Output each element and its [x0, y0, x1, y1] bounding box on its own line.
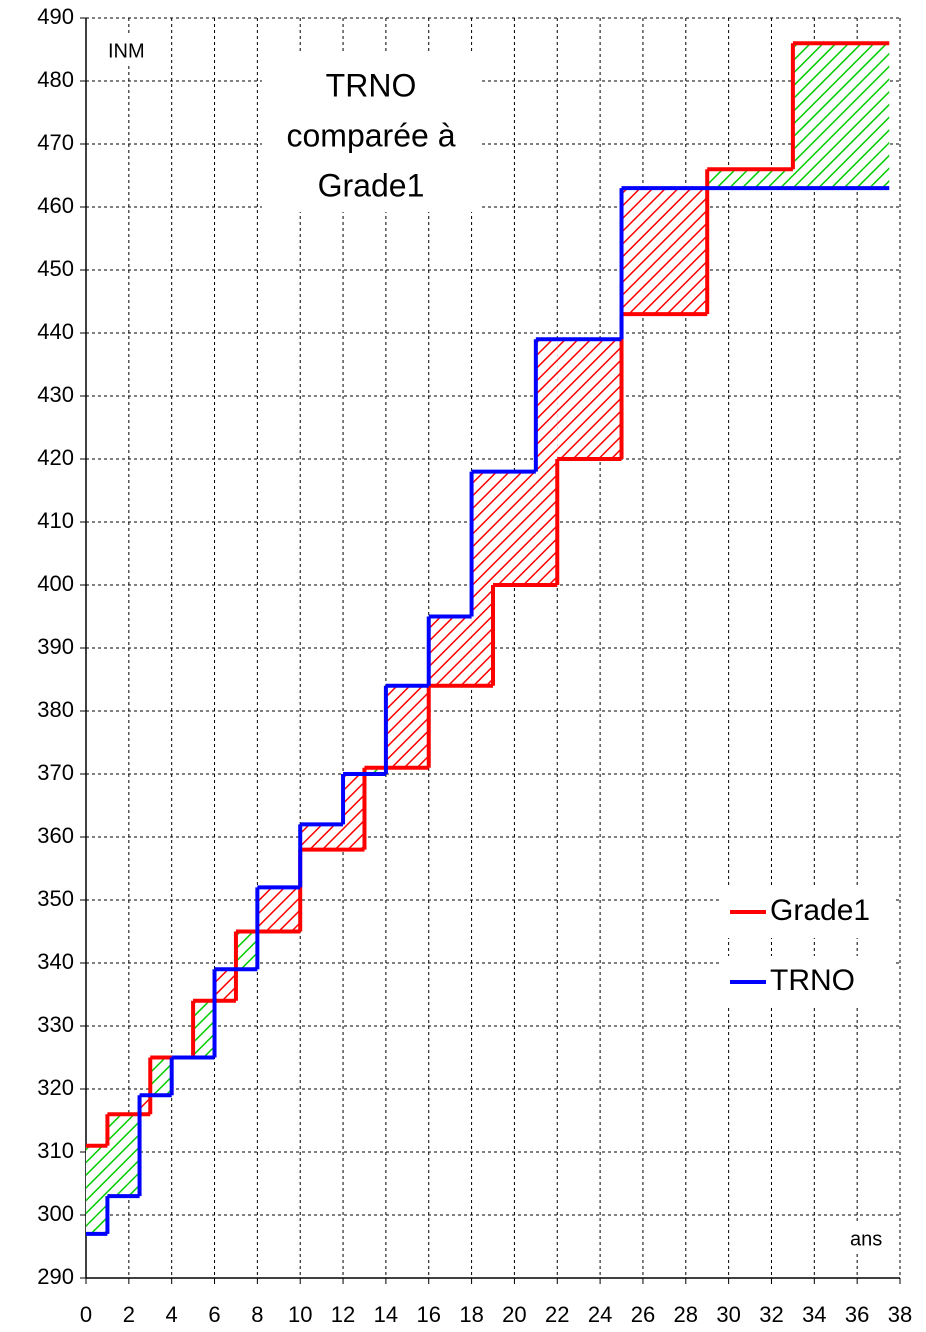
y-tick-label: 380 — [37, 697, 74, 722]
x-tick-label: 28 — [674, 1302, 698, 1327]
y-tick-label: 420 — [37, 445, 74, 470]
hatch-area — [107, 1114, 140, 1197]
x-tick-label: 30 — [716, 1302, 740, 1327]
y-tick-label: 340 — [37, 949, 74, 974]
y-tick-label: 490 — [37, 4, 74, 29]
x-tick-label: 38 — [888, 1302, 912, 1327]
hatch-area — [343, 774, 365, 850]
legend-label: Grade1 — [770, 894, 870, 927]
y-tick-label: 410 — [37, 508, 74, 533]
y-tick-label: 390 — [37, 634, 74, 659]
y-tick-label: 320 — [37, 1075, 74, 1100]
x-tick-label: 22 — [545, 1302, 569, 1327]
y-tick-label: 310 — [37, 1138, 74, 1163]
y-tick-label: 470 — [37, 130, 74, 155]
hatch-area — [235, 931, 258, 970]
y-tick-label: 370 — [37, 760, 74, 785]
x-tick-label: 16 — [416, 1302, 440, 1327]
x-tick-label: 14 — [374, 1302, 398, 1327]
legend-label: TRNO — [770, 964, 855, 997]
hatch-area — [707, 169, 793, 189]
y-tick-label: 480 — [37, 67, 74, 92]
hatch-area — [557, 339, 622, 459]
hatch-area — [193, 1000, 215, 1058]
y-tick-label: 440 — [37, 319, 74, 344]
x-tick-label: 36 — [845, 1302, 869, 1327]
y-tick-label: 300 — [37, 1201, 74, 1226]
x-tick-label: 20 — [502, 1302, 526, 1327]
y-axis-label: INM — [108, 40, 145, 62]
x-tick-label: 8 — [251, 1302, 263, 1327]
y-tick-label: 460 — [37, 193, 74, 218]
y-tick-label: 360 — [37, 823, 74, 848]
hatch-area — [621, 188, 708, 315]
y-tick-label: 430 — [37, 382, 74, 407]
chart-title: Grade1 — [318, 167, 425, 203]
y-tick-label: 330 — [37, 1012, 74, 1037]
chart-title: TRNO — [326, 67, 417, 103]
y-tick-label: 350 — [37, 886, 74, 911]
x-tick-label: 24 — [588, 1302, 612, 1327]
x-tick-label: 12 — [331, 1302, 355, 1327]
hatch-area — [214, 969, 236, 1001]
y-tick-label: 290 — [37, 1264, 74, 1289]
hatch-area — [257, 887, 301, 932]
x-tick-label: 32 — [759, 1302, 783, 1327]
hatch-area — [792, 43, 890, 189]
hatch-area — [471, 471, 493, 686]
chart-title: comparée à — [287, 117, 456, 153]
hatch-area — [86, 1145, 108, 1234]
hatch-area — [385, 685, 429, 768]
x-tick-label: 10 — [288, 1302, 312, 1327]
hatch-area — [493, 471, 536, 585]
x-tick-label: 34 — [802, 1302, 826, 1327]
hatch-area — [150, 1057, 172, 1096]
hatch-area — [139, 1095, 151, 1115]
x-tick-label: 0 — [80, 1302, 92, 1327]
hatch-area — [428, 616, 472, 686]
x-tick-label: 4 — [166, 1302, 178, 1327]
title-box — [262, 52, 480, 212]
x-tick-label: 2 — [123, 1302, 135, 1327]
hatch-area — [364, 767, 386, 774]
x-tick-label: 18 — [459, 1302, 483, 1327]
x-label-box — [846, 1224, 896, 1254]
y-label-box — [106, 36, 156, 66]
hatch-area — [300, 824, 344, 850]
x-axis-label: ans — [850, 1228, 882, 1250]
y-tick-label: 450 — [37, 256, 74, 281]
x-tick-label: 26 — [631, 1302, 655, 1327]
y-tick-label: 400 — [37, 571, 74, 596]
x-tick-label: 6 — [208, 1302, 220, 1327]
hatch-area — [535, 339, 558, 585]
